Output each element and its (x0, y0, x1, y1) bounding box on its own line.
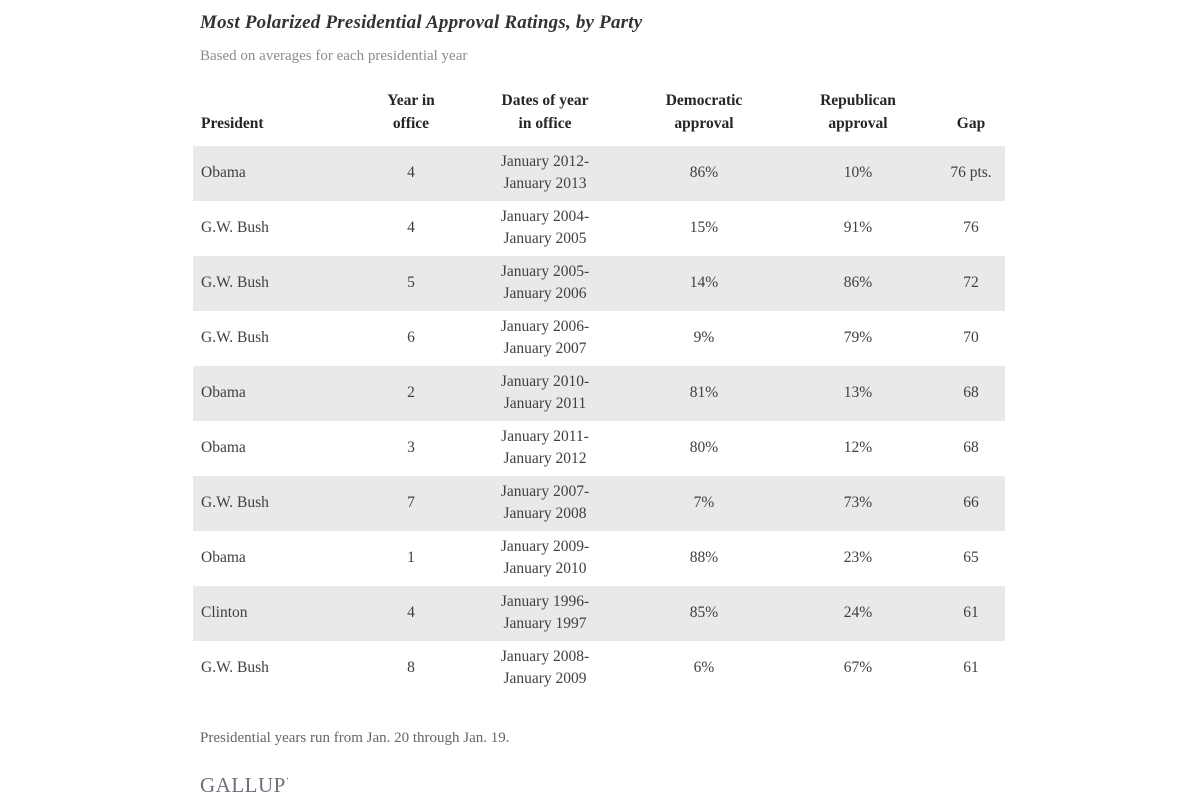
cell-year-in-office: 2 (407, 384, 415, 402)
cell-president: G.W. Bush (201, 329, 269, 347)
col-header-democratic-approval: Democratic approval (665, 92, 743, 133)
cell-gap: 68 (963, 384, 979, 402)
table-row: G.W. Bush 5 January 2005- January 2006 1… (193, 255, 1005, 311)
gallup-logo: GALLUP’ (200, 773, 1005, 798)
cell-president: Obama (201, 549, 246, 567)
table-header: President Year in office Dates of year i… (193, 89, 1005, 146)
cell-democratic-approval: 9% (693, 329, 715, 347)
gallup-logo-text: GALLUP (200, 772, 286, 797)
cell-republican-approval: 73% (843, 494, 873, 512)
col-header-gap: Gap (956, 115, 986, 133)
cell-gap: 65 (963, 549, 979, 567)
col-header-dates: Dates of year in office (501, 92, 589, 133)
cell-dates: January 2007- January 2008 (500, 483, 590, 522)
cell-year-in-office: 4 (407, 604, 415, 622)
table-row: Obama 1 January 2009- January 2010 88% 2… (193, 531, 1005, 586)
cell-president: G.W. Bush (201, 494, 269, 512)
cell-republican-approval: 79% (843, 329, 873, 347)
col-header-year-in-office: Year in office (387, 92, 435, 133)
content: Most Polarized Presidential Approval Rat… (193, 10, 1005, 798)
cell-gap: 61 (963, 604, 979, 622)
table-row: Obama 4 January 2012- January 2013 86% 1… (193, 145, 1005, 201)
cell-year-in-office: 7 (407, 494, 415, 512)
subtitle: Based on averages for each presidential … (200, 48, 468, 64)
approval-table: President Year in office Dates of year i… (193, 89, 1005, 696)
cell-republican-approval: 24% (843, 604, 873, 622)
cell-year-in-office: 6 (407, 329, 415, 347)
cell-year-in-office: 1 (407, 549, 415, 567)
cell-dates: January 2008- January 2009 (500, 648, 590, 687)
cell-president: G.W. Bush (201, 274, 269, 292)
cell-gap: 72 (963, 274, 979, 292)
table-body: Obama 4 January 2012- January 2013 86% 1… (193, 145, 1005, 696)
cell-year-in-office: 5 (407, 274, 415, 292)
col-header-president: President (201, 115, 264, 133)
cell-gap: 66 (963, 494, 979, 512)
table-row: Clinton 4 January 1996- January 1997 85%… (193, 585, 1005, 641)
cell-republican-approval: 67% (843, 659, 873, 677)
cell-president: Obama (201, 384, 246, 402)
cell-republican-approval: 23% (843, 549, 873, 567)
cell-republican-approval: 86% (843, 274, 873, 292)
col-header-republican-approval: Republican approval (820, 92, 896, 133)
table-row: G.W. Bush 8 January 2008- January 2009 6… (193, 641, 1005, 696)
cell-gap: 68 (963, 439, 979, 457)
cell-dates: January 2006- January 2007 (500, 318, 590, 357)
cell-republican-approval: 91% (843, 219, 873, 237)
cell-dates: January 2012- January 2013 (500, 153, 590, 192)
cell-year-in-office: 3 (407, 439, 415, 457)
cell-democratic-approval: 15% (689, 219, 719, 237)
table-row: G.W. Bush 4 January 2004- January 2005 1… (193, 201, 1005, 256)
cell-year-in-office: 8 (407, 659, 415, 677)
cell-president: G.W. Bush (201, 219, 269, 237)
cell-democratic-approval: 6% (693, 659, 715, 677)
cell-dates: January 2004- January 2005 (500, 208, 590, 247)
cell-democratic-approval: 81% (689, 384, 719, 402)
cell-republican-approval: 10% (843, 164, 873, 182)
cell-dates: January 2009- January 2010 (500, 538, 590, 577)
cell-gap: 76 (963, 219, 979, 237)
cell-gap: 61 (963, 659, 979, 677)
cell-democratic-approval: 14% (689, 274, 719, 292)
cell-dates: January 1996- January 1997 (500, 593, 590, 632)
table-row: Obama 2 January 2010- January 2011 81% 1… (193, 365, 1005, 421)
cell-democratic-approval: 85% (689, 604, 719, 622)
cell-gap: 76 pts. (950, 164, 992, 182)
cell-year-in-office: 4 (407, 219, 415, 237)
cell-dates: January 2011- January 2012 (501, 428, 589, 467)
cell-democratic-approval: 86% (689, 164, 719, 182)
cell-president: Obama (201, 164, 246, 182)
cell-democratic-approval: 7% (693, 494, 715, 512)
cell-democratic-approval: 80% (689, 439, 719, 457)
cell-dates: January 2005- January 2006 (500, 263, 590, 302)
cell-dates: January 2010- January 2011 (500, 373, 590, 412)
cell-republican-approval: 12% (843, 439, 873, 457)
cell-president: Clinton (201, 604, 248, 622)
table-row: Obama 3 January 2011- January 2012 80% 1… (193, 421, 1005, 476)
cell-president: G.W. Bush (201, 659, 269, 677)
gallup-logo-mark: ’ (285, 775, 290, 786)
cell-president: Obama (201, 439, 246, 457)
cell-republican-approval: 13% (843, 384, 873, 402)
table-row: G.W. Bush 6 January 2006- January 2007 9… (193, 311, 1005, 366)
cell-democratic-approval: 88% (689, 549, 719, 567)
page-title: Most Polarized Presidential Approval Rat… (200, 12, 643, 33)
cell-gap: 70 (963, 329, 979, 347)
footnote: Presidential years run from Jan. 20 thro… (200, 729, 510, 746)
cell-year-in-office: 4 (407, 164, 415, 182)
header-row: President Year in office Dates of year i… (193, 89, 1005, 146)
table-row: G.W. Bush 7 January 2007- January 2008 7… (193, 475, 1005, 531)
